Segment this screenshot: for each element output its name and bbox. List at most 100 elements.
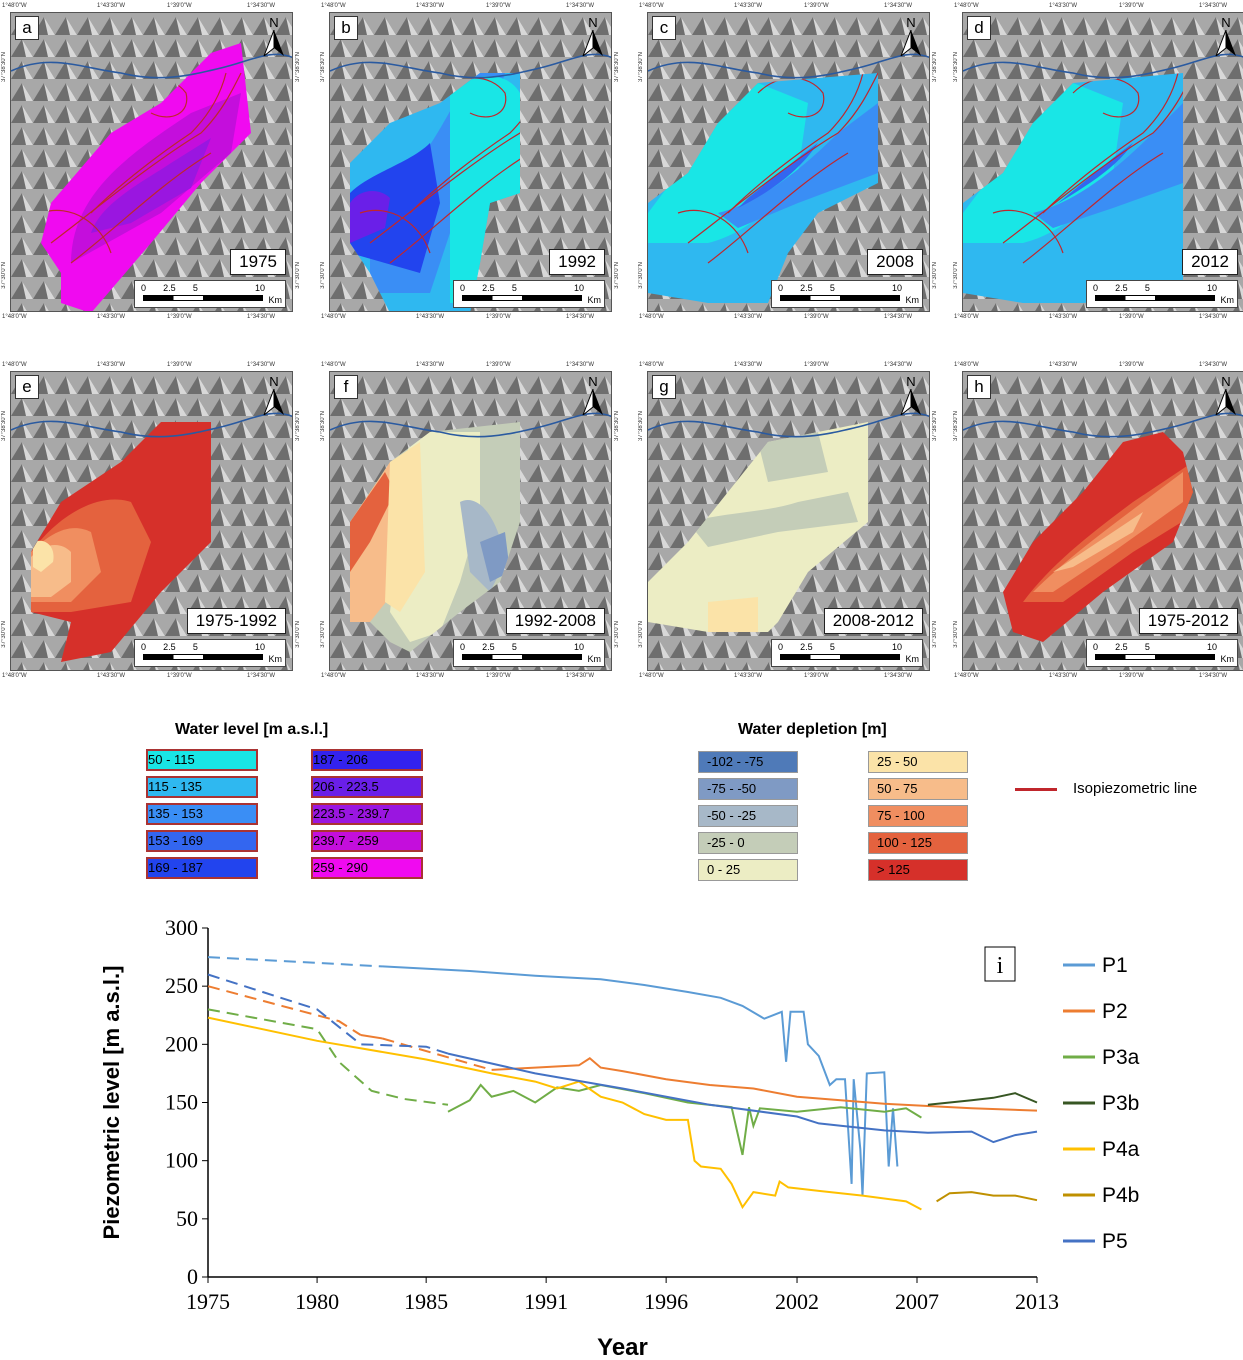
longitude-label: 1°39'0"W <box>804 314 829 320</box>
scale-tick: 0 <box>1093 642 1099 652</box>
scale-tick: 2.5 <box>1115 283 1128 293</box>
river-line <box>963 412 1243 438</box>
latitude-label: 37°38'30"N <box>932 52 938 83</box>
longitude-label: 1°48'0"W <box>639 673 664 679</box>
longitude-label: 1°34'30"W <box>1199 673 1228 679</box>
longitude-label: 1°43'30"W <box>416 314 445 320</box>
latitude-label: 37°30'0"N <box>320 621 326 648</box>
map-panel-e: e N 1975-1992 0 2.5 5 10 Km <box>10 371 293 671</box>
longitude-label: 1°43'30"W <box>1049 673 1078 679</box>
map-panel-c: c N 2008 0 2.5 5 10 Km <box>647 12 930 312</box>
scale-bar: 0 2.5 5 10 Km <box>453 639 605 667</box>
longitude-label: 1°39'0"W <box>167 3 192 9</box>
longitude-label: 1°34'30"W <box>247 673 276 679</box>
isopiezometric-line <box>707 152 849 264</box>
value-zone <box>385 442 425 612</box>
longitude-label: 1°43'30"W <box>1049 314 1078 320</box>
value-zone <box>708 597 758 632</box>
series-P1-dashed <box>207 956 383 968</box>
period-label: 2012 <box>1182 249 1238 275</box>
series-P4a-line <box>207 1016 922 1211</box>
hillshade-map <box>11 13 292 311</box>
x-tick-label: 1975 <box>186 1289 230 1314</box>
scale-tick: 0 <box>1093 283 1099 293</box>
latitude-label: 37°38'30"N <box>614 411 620 442</box>
scale-unit: Km <box>905 654 920 664</box>
map-panel-a: a N 1975 0 2.5 5 10 Km <box>10 12 293 312</box>
scale-tick: 2.5 <box>163 642 176 652</box>
isopiezometric-line <box>677 209 749 254</box>
latitude-label: 37°30'0"N <box>1 262 7 289</box>
panel-letter: b <box>334 16 358 40</box>
scale-tick: 10 <box>891 283 902 293</box>
value-zone <box>1053 512 1143 572</box>
series-P1-line <box>382 965 899 1196</box>
period-label: 2008 <box>867 249 923 275</box>
isopiezometric-line <box>50 72 242 244</box>
water-level-legend-item: 135 - 153 <box>146 803 258 825</box>
value-zone <box>688 492 858 547</box>
longitude-label: 1°48'0"W <box>954 3 979 9</box>
latitude-label: 37°30'0"N <box>932 262 938 289</box>
map-panel-d: d N 2012 0 2.5 5 10 Km <box>962 12 1243 312</box>
legend-label: 135 - 153 <box>148 806 203 821</box>
latitude-label: 37°30'0"N <box>614 621 620 648</box>
legend-label: 0 - 25 <box>707 862 741 877</box>
isopiezometric-label: Isopiezometric line <box>1073 780 1198 797</box>
period-label: 1975-2012 <box>1138 608 1238 634</box>
isopiezometric-line <box>389 152 520 264</box>
longitude-label: 1°48'0"W <box>2 673 27 679</box>
scale-unit: Km <box>905 295 920 305</box>
water-level-legend-item: 223.5 - 239.7 <box>311 803 423 825</box>
y-tick-label: 150 <box>165 1090 198 1115</box>
panel-letter: c <box>652 16 676 40</box>
value-zone <box>758 432 828 482</box>
scale-bar: 0 2.5 5 10 Km <box>453 280 605 308</box>
longitude-label: 1°43'30"W <box>416 673 445 679</box>
scale-tick: 10 <box>1206 642 1217 652</box>
north-label: N <box>1221 15 1231 30</box>
latitude-label: 37°30'0"N <box>614 262 620 289</box>
latitude-label: 37°38'30"N <box>1 411 7 442</box>
hillshade-map <box>330 13 611 311</box>
value-zone <box>480 532 510 582</box>
latitude-label: 37°30'0"N <box>638 262 644 289</box>
scale-tick: 0 <box>778 642 784 652</box>
series-P5-line <box>447 1052 1038 1144</box>
y-tick-label: 200 <box>165 1031 198 1056</box>
longitude-label: 1°34'30"W <box>247 362 276 368</box>
y-tick-label: 250 <box>165 973 198 998</box>
depletion-legend-item: -50 - -25 <box>698 805 798 827</box>
scale-unit: Km <box>1220 295 1235 305</box>
latitude-label: 37°38'30"N <box>953 411 959 442</box>
scale-tick: 2.5 <box>800 283 813 293</box>
scale-tick: 5 <box>192 283 198 293</box>
water-level-legend-item: 206 - 223.5 <box>311 776 423 798</box>
longitude-label: 1°48'0"W <box>639 362 664 368</box>
legend-label: 75 - 100 <box>877 808 925 823</box>
longitude-label: 1°34'30"W <box>566 314 595 320</box>
value-zone <box>450 76 520 303</box>
north-arrow-icon: N <box>581 374 605 417</box>
series-P2-line <box>360 1034 383 1040</box>
longitude-label: 1°39'0"W <box>1119 3 1144 9</box>
depletion-legend-item: 100 - 125 <box>868 832 968 854</box>
longitude-label: 1°34'30"W <box>884 3 913 9</box>
river-line <box>11 53 292 79</box>
isopiezometric-line <box>1022 152 1164 264</box>
legend-label: 259 - 290 <box>313 860 368 875</box>
water-level-legend-item: 50 - 115 <box>146 749 258 771</box>
value-zone <box>350 472 395 572</box>
north-label: N <box>1221 374 1231 389</box>
x-tick-label: 1996 <box>644 1289 688 1314</box>
scale-tick: 5 <box>511 642 517 652</box>
scale-tick: 10 <box>573 642 584 652</box>
north-label: N <box>269 15 279 30</box>
isopiezometric-line <box>727 73 864 214</box>
longitude-label: 1°39'0"W <box>804 362 829 368</box>
latitude-label: 37°30'0"N <box>1 621 7 648</box>
map-panel-g: g N 2008-2012 0 2.5 5 10 Km <box>647 371 930 671</box>
longitude-label: 1°39'0"W <box>486 673 511 679</box>
latitude-label: 37°38'30"N <box>1 52 7 83</box>
legend-label: 50 - 115 <box>148 752 195 767</box>
